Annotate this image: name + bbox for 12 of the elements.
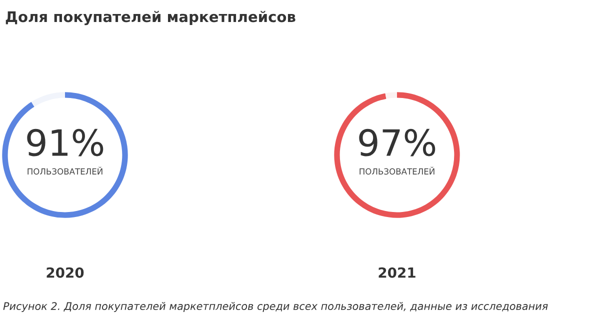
chart-title: Доля покупателей маркетплейсов bbox=[6, 10, 296, 26]
text: 97% bbox=[359, 128, 436, 156]
donut-slice bbox=[31, 92, 65, 107]
text: ПОЛЬЗОВАТЕЛЕЙ bbox=[360, 166, 434, 175]
donut-slice bbox=[385, 92, 397, 99]
donut-slice bbox=[2, 92, 128, 218]
text: 91% bbox=[27, 128, 104, 156]
text: 2020 bbox=[46, 267, 84, 278]
text: Рисунок 2. Доля покупателей маркетплейсов среди всех пользователей, данные из исследования bbox=[3, 302, 548, 312]
text: ПОЛЬЗОВАТЕЛЕЙ bbox=[28, 166, 102, 175]
text: 2021 bbox=[378, 267, 416, 278]
donut-slice bbox=[334, 92, 460, 218]
